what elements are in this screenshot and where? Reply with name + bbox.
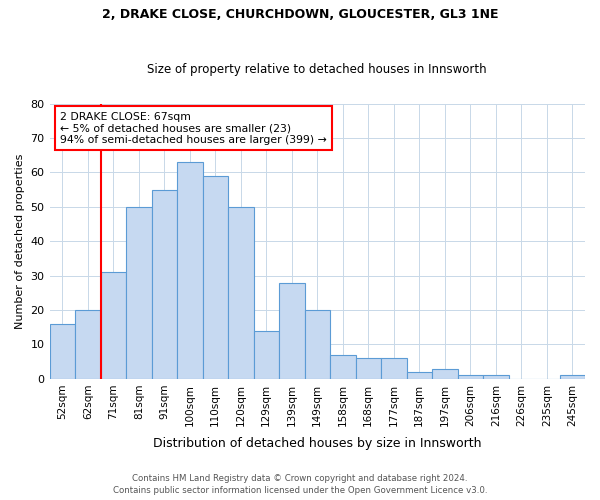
- Bar: [356, 358, 381, 379]
- Bar: [228, 207, 254, 379]
- Bar: [203, 176, 228, 379]
- Y-axis label: Number of detached properties: Number of detached properties: [15, 154, 25, 329]
- Text: 2, DRAKE CLOSE, CHURCHDOWN, GLOUCESTER, GL3 1NE: 2, DRAKE CLOSE, CHURCHDOWN, GLOUCESTER, …: [102, 8, 498, 20]
- Bar: [126, 207, 152, 379]
- Bar: [483, 376, 509, 379]
- Bar: [432, 368, 458, 379]
- Bar: [152, 190, 177, 379]
- Bar: [305, 310, 330, 379]
- Bar: [330, 355, 356, 379]
- Bar: [101, 272, 126, 379]
- Bar: [75, 310, 101, 379]
- Text: 2 DRAKE CLOSE: 67sqm
← 5% of detached houses are smaller (23)
94% of semi-detach: 2 DRAKE CLOSE: 67sqm ← 5% of detached ho…: [60, 112, 327, 145]
- Bar: [279, 282, 305, 379]
- Bar: [177, 162, 203, 379]
- Bar: [458, 376, 483, 379]
- Text: Contains HM Land Registry data © Crown copyright and database right 2024.
Contai: Contains HM Land Registry data © Crown c…: [113, 474, 487, 495]
- Bar: [560, 376, 585, 379]
- Bar: [381, 358, 407, 379]
- Bar: [50, 324, 75, 379]
- Bar: [254, 330, 279, 379]
- Title: Size of property relative to detached houses in Innsworth: Size of property relative to detached ho…: [148, 63, 487, 76]
- X-axis label: Distribution of detached houses by size in Innsworth: Distribution of detached houses by size …: [153, 437, 482, 450]
- Bar: [407, 372, 432, 379]
